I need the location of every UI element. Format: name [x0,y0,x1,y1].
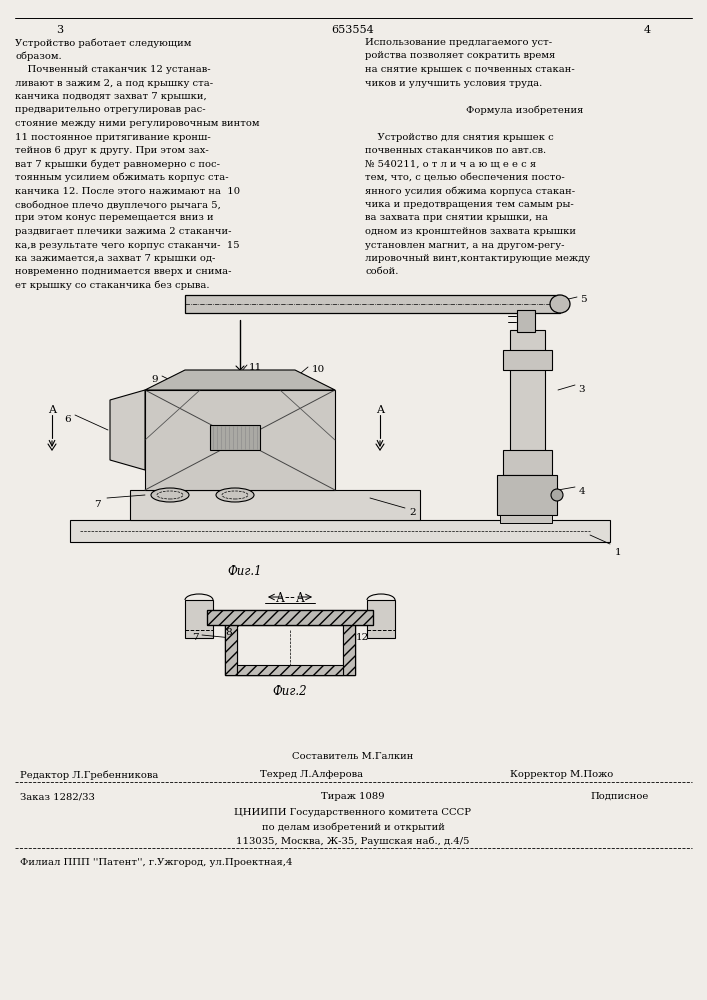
Bar [185,600,213,638]
Ellipse shape [550,295,570,313]
Text: Составитель М.Галкин: Составитель М.Галкин [292,752,414,761]
Text: ет крышку со стаканчика без срыва.: ет крышку со стаканчика без срыва. [15,281,209,290]
Bar [343,625,355,675]
Text: Фиг.1: Фиг.1 [228,565,262,578]
Bar [500,515,552,523]
Text: Фиг.2: Фиг.2 [273,685,308,698]
Ellipse shape [151,488,189,502]
Bar [367,600,395,638]
Text: Почвенный стаканчик 12 устанав-: Почвенный стаканчик 12 устанав- [15,65,211,74]
Bar [517,310,535,332]
Bar [503,350,552,370]
Bar [510,330,545,490]
Text: тоянным усилием обжимать корпус ста-: тоянным усилием обжимать корпус ста- [15,173,228,182]
Bar [237,665,343,675]
Text: Редактор Л.Гребенникова: Редактор Л.Гребенникова [20,770,158,780]
Text: Формула изобретения: Формула изобретения [467,105,584,115]
Text: ливают в зажим 2, а под крышку ста-: ливают в зажим 2, а под крышку ста- [15,79,213,88]
Text: янного усилия обжима корпуса стакан-: янного усилия обжима корпуса стакан- [365,186,575,196]
Text: 12: 12 [356,633,368,642]
Text: лировочный винт,контактирующие между: лировочный винт,контактирующие между [365,254,590,263]
Polygon shape [145,370,335,390]
Text: Филиал ППП ''Патент'', г.Ужгород, ул.Проектная,4: Филиал ППП ''Патент'', г.Ужгород, ул.Про… [20,858,293,867]
Text: на снятие крышек с почвенных стакан-: на снятие крышек с почвенных стакан- [365,65,575,74]
Text: чиков и улучшить условия труда.: чиков и улучшить условия труда. [365,79,542,88]
Text: 113035, Москва, Ж-35, Раушская наб., д.4/5: 113035, Москва, Ж-35, Раушская наб., д.4… [236,836,469,846]
Text: ройства позволяет сократить время: ройства позволяет сократить время [365,51,555,60]
Bar [503,450,552,475]
Text: предварительно отрегулировав рас-: предварительно отрегулировав рас- [15,105,206,114]
Text: образом.: образом. [15,51,62,61]
Bar [210,425,260,450]
Bar [185,295,560,313]
Bar [130,490,420,520]
Text: Устройство работает следующим: Устройство работает следующим [15,38,192,47]
Text: тейнов 6 друг к другу. При этом зах-: тейнов 6 друг к другу. При этом зах- [15,146,209,155]
Text: 10: 10 [311,365,325,374]
Text: ка,в результате чего корпус стаканчи-  15: ка,в результате чего корпус стаканчи- 15 [15,240,240,249]
Text: 11: 11 [248,363,262,372]
Text: 653554: 653554 [332,25,375,35]
Text: собой.: собой. [365,267,398,276]
Ellipse shape [216,488,254,502]
Text: 7: 7 [94,500,100,509]
Text: раздвигает плечики зажима 2 стаканчи-: раздвигает плечики зажима 2 стаканчи- [15,227,231,236]
Text: 4: 4 [643,25,650,35]
Text: Подписное: Подписное [590,792,648,801]
Text: чика и предотвращения тем самым ры-: чика и предотвращения тем самым ры- [365,200,574,209]
Text: A: A [376,405,384,415]
Bar [70,520,610,542]
Text: 5: 5 [580,295,586,304]
Text: Использование предлагаемого уст-: Использование предлагаемого уст- [365,38,552,47]
Text: канчика 12. После этого нажимают на  10: канчика 12. После этого нажимают на 10 [15,186,240,196]
Text: Тираж 1089: Тираж 1089 [321,792,385,801]
Text: ват 7 крышки будет равномерно с пос-: ват 7 крышки будет равномерно с пос- [15,159,220,169]
Text: A: A [48,405,56,415]
Text: по делам изобретений и открытий: по делам изобретений и открытий [262,822,445,832]
Text: 11 постоянное притягивание кронш-: 11 постоянное притягивание кронш- [15,132,211,141]
Text: одном из кронштейнов захвата крышки: одном из кронштейнов захвата крышки [365,227,576,236]
Text: Устройство для снятия крышек с: Устройство для снятия крышек с [365,132,554,141]
Text: новременно поднимается вверх и снима-: новременно поднимается вверх и снима- [15,267,231,276]
Text: Корректор М.Пожо: Корректор М.Пожо [510,770,613,779]
Text: 9: 9 [152,375,158,384]
Bar [225,615,355,675]
Text: 8: 8 [225,628,232,637]
Text: 1: 1 [614,548,621,557]
Text: Заказ 1282/33: Заказ 1282/33 [20,792,95,801]
Text: свободное плечо двуплечого рычага 5,: свободное плечо двуплечого рычага 5, [15,200,221,210]
Bar [237,625,343,675]
Bar [225,625,237,675]
Text: установлен магнит, а на другом-регу-: установлен магнит, а на другом-регу- [365,240,564,249]
Text: 2: 2 [409,508,416,517]
Text: при этом конус перемещается вниз и: при этом конус перемещается вниз и [15,214,214,223]
Text: почвенных стаканчиков по авт.св.: почвенных стаканчиков по авт.св. [365,146,546,155]
Text: ЦНИИПИ Государственного комитета СССР: ЦНИИПИ Государственного комитета СССР [235,808,472,817]
Text: ва захвата при снятии крышки, на: ва захвата при снятии крышки, на [365,214,548,223]
Polygon shape [110,390,145,470]
Text: 4: 4 [579,487,585,496]
Text: 7: 7 [192,633,198,642]
Text: канчика подводят захват 7 крышки,: канчика подводят захват 7 крышки, [15,92,206,101]
Bar [497,475,557,515]
Text: тем, что, с целью обеспечения посто-: тем, что, с целью обеспечения посто- [365,173,565,182]
Bar [207,610,373,625]
Text: А: А [276,592,284,605]
Text: 6: 6 [64,415,71,424]
Bar [145,390,335,490]
Text: А: А [296,592,305,605]
Bar [207,610,373,625]
Text: стояние между ними регулировочным винтом: стояние между ними регулировочным винтом [15,119,259,128]
Text: 3: 3 [57,25,64,35]
Text: ка зажимается,а захват 7 крышки од-: ка зажимается,а захват 7 крышки од- [15,254,216,263]
Ellipse shape [551,489,563,501]
Text: Техред Л.Алферова: Техред Л.Алферова [260,770,363,779]
Bar [207,610,373,625]
Text: № 540211, о т л и ч а ю щ е е с я: № 540211, о т л и ч а ю щ е е с я [365,159,536,168]
Text: 3: 3 [579,385,585,394]
